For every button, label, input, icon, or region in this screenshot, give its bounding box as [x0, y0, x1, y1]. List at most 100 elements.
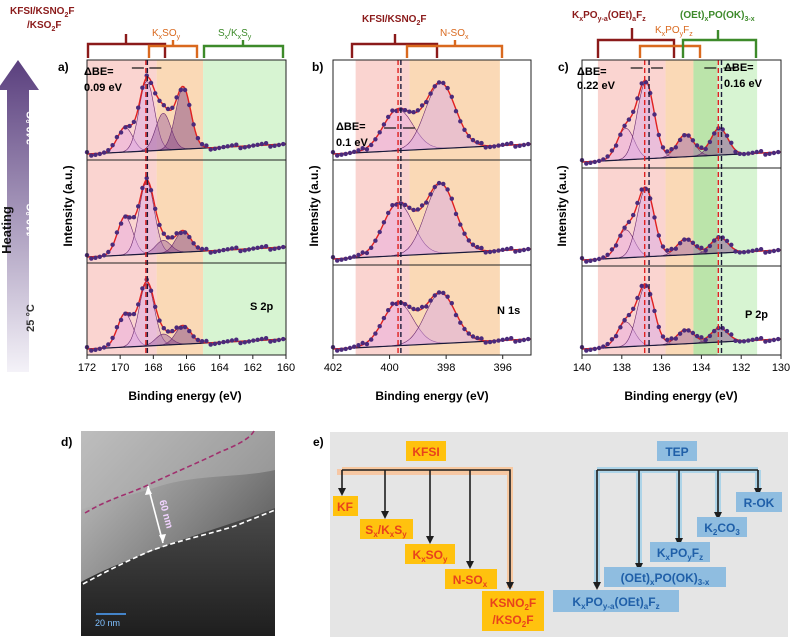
kf-box	[333, 496, 358, 516]
data-point	[613, 243, 619, 248]
data-point	[347, 345, 353, 351]
data-point	[165, 235, 171, 240]
x-tick-label: 400	[380, 362, 398, 374]
data-point	[703, 146, 708, 152]
data-point	[281, 244, 286, 250]
data-point	[509, 336, 514, 341]
data-point	[136, 204, 141, 209]
data-point	[148, 288, 154, 293]
data-point	[251, 338, 256, 343]
data-point	[101, 253, 107, 258]
ylabel-a: Intensity (a.u.)	[61, 165, 75, 246]
data-point	[386, 114, 391, 120]
data-point	[754, 149, 759, 155]
data-point	[157, 222, 162, 228]
data-point	[618, 325, 623, 330]
data-point	[242, 340, 247, 345]
kxsoy-box	[405, 544, 455, 564]
data-point	[191, 122, 196, 127]
sx-box	[360, 519, 413, 539]
data-point	[347, 255, 353, 260]
data-point	[352, 344, 357, 349]
data-point	[255, 337, 260, 342]
data-point	[635, 96, 640, 101]
data-point	[272, 143, 277, 148]
data-point	[268, 339, 273, 344]
data-point	[225, 247, 230, 252]
data-point	[199, 142, 205, 147]
data-point	[212, 249, 218, 254]
data-point	[441, 181, 446, 187]
data-point	[592, 346, 597, 352]
data-point	[458, 119, 463, 124]
data-point	[475, 244, 480, 250]
data-point	[699, 145, 704, 150]
data-point	[699, 335, 704, 340]
data-point	[263, 336, 269, 341]
data-point	[187, 328, 192, 334]
x-tick-label: 160	[277, 362, 295, 374]
data-point	[191, 241, 196, 246]
data-point	[212, 146, 218, 151]
data-point	[195, 337, 201, 343]
data-point	[513, 339, 518, 344]
data-point	[601, 157, 606, 162]
x-tick-label: 164	[210, 362, 228, 374]
oet-po-box	[604, 567, 726, 587]
data-point	[707, 139, 713, 145]
x-tick-label: 136	[652, 362, 670, 374]
data-point	[411, 110, 416, 115]
bracket-label-nsox: N-SOx	[440, 28, 469, 41]
data-point	[161, 231, 166, 236]
data-point	[263, 244, 269, 249]
data-point	[517, 248, 522, 253]
bracket-kxpoyfz	[638, 44, 702, 58]
data-point	[500, 142, 505, 147]
data-point	[665, 149, 670, 154]
data-point	[496, 248, 501, 253]
tem-inner-boundary	[82, 509, 276, 585]
data-point	[767, 151, 772, 156]
data-point	[428, 192, 433, 197]
data-point	[402, 302, 408, 307]
data-point	[458, 222, 463, 227]
data-point	[470, 137, 476, 143]
data-point	[259, 244, 264, 250]
data-point	[229, 338, 235, 343]
data-point	[500, 247, 505, 252]
bracket-label-kxpoyfz: KxPOyFz	[655, 25, 693, 38]
tep-root-label: TEP	[665, 445, 688, 459]
data-point	[148, 80, 154, 86]
data-point	[526, 336, 531, 342]
data-point	[513, 144, 518, 149]
data-point	[369, 337, 374, 342]
data-point	[733, 149, 738, 154]
data-point	[622, 225, 627, 230]
xlabel-c: Binding energy (eV)	[624, 389, 737, 403]
xlabel-a: Binding energy (eV)	[128, 389, 241, 403]
data-point	[703, 248, 708, 253]
sx-label: Sx/KxSy	[365, 523, 407, 539]
xlabel-b: Binding energy (eV)	[375, 389, 488, 403]
data-point	[750, 337, 755, 342]
panel-c-letter: c)	[558, 60, 569, 74]
data-point	[131, 215, 137, 220]
data-point	[225, 339, 230, 344]
data-point	[208, 147, 213, 152]
region-kxsoy	[156, 60, 204, 355]
data-point	[153, 304, 158, 309]
data-point	[741, 339, 747, 344]
data-point	[390, 108, 395, 113]
data-point	[153, 206, 158, 211]
data-point	[221, 144, 226, 150]
data-point	[445, 85, 450, 91]
panel-c-p2p: c) 140 138 136 134 132 130 KxPOy-a(OEt)aFz Kx…	[555, 10, 790, 403]
data-point	[592, 257, 597, 263]
data-point	[441, 290, 446, 296]
x-tick-label: 172	[78, 362, 96, 374]
data-point	[746, 338, 751, 343]
core-level-a: S 2p	[250, 301, 274, 313]
data-point	[584, 348, 589, 353]
dbe-value-b: 0.1 eV	[336, 137, 368, 149]
data-point	[483, 250, 488, 255]
